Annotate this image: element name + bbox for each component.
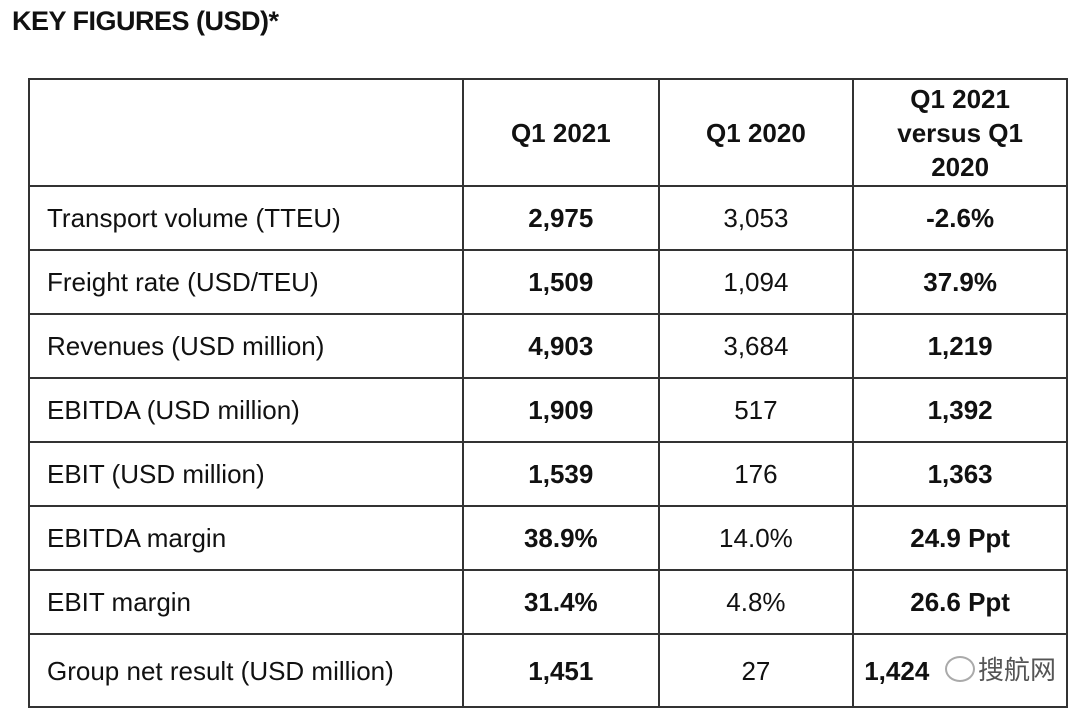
column-header: Q1 2021	[462, 78, 660, 187]
cell-value: 4.8%	[657, 569, 855, 635]
cell-value: 26.6 Ppt	[852, 569, 1068, 635]
cell-value: 517	[657, 377, 855, 443]
cell-value: 3,053	[657, 185, 855, 251]
row-label: EBITDA margin	[27, 505, 465, 571]
cell-value: 31.4%	[462, 569, 660, 635]
row-label: EBIT margin	[27, 569, 465, 635]
wechat-icon	[945, 655, 975, 682]
cell-value: 14.0%	[657, 505, 855, 571]
key-figures-table: Q1 2021 Q1 2020 Q1 2021 versus Q1 2020 Tra…	[27, 78, 1068, 708]
row-label: Freight rate (USD/TEU)	[27, 249, 465, 315]
table-row: Group net result (USD million) 1,451 27 1,4…	[27, 633, 1068, 708]
cell-value: 176	[657, 441, 855, 507]
row-label: Transport volume (TTEU)	[27, 185, 465, 251]
watermark-text: 搜航网	[978, 655, 1057, 685]
cell-value: 1,909	[462, 377, 660, 443]
header-row: Q1 2021 Q1 2020 Q1 2021 versus Q1 2020	[27, 78, 1068, 187]
table-row: Revenues (USD million) 4,903 3,684 1,219	[27, 313, 1068, 379]
cell-value: 24.9 Ppt	[852, 505, 1068, 571]
table-row: EBIT margin 31.4% 4.8% 26.6 Ppt	[27, 569, 1068, 635]
cell-value: 2,975	[462, 185, 660, 251]
watermark: 搜航网	[945, 650, 1056, 687]
cell-value: 37.9%	[852, 249, 1068, 315]
cell-value: 4,903	[462, 313, 660, 379]
row-label: Revenues (USD million)	[27, 313, 465, 379]
cell-value: 1,509	[462, 249, 660, 315]
table-row: EBITDA (USD million) 1,909 517 1,392	[27, 377, 1068, 443]
cell-value: 1,424	[852, 633, 1068, 708]
row-label: EBITDA (USD million)	[27, 377, 465, 443]
cell-value: 27	[657, 633, 855, 708]
cell-value: 1,451	[462, 633, 660, 708]
cell-value: -2.6%	[852, 185, 1068, 251]
cell-value: 38.9%	[462, 505, 660, 571]
table-row: EBIT (USD million) 1,539 176 1,363	[27, 441, 1068, 507]
column-header: Q1 2021 versus Q1 2020	[852, 78, 1068, 187]
cell-value: 1,363	[852, 441, 1068, 507]
row-label: EBIT (USD million)	[27, 441, 465, 507]
cell-value: 1,392	[852, 377, 1068, 443]
table-row: Freight rate (USD/TEU) 1,509 1,094 37.9%	[27, 249, 1068, 315]
column-header: Q1 2020	[657, 78, 855, 187]
cell-value: 1,539	[462, 441, 660, 507]
table-row: Transport volume (TTEU) 2,975 3,053 -2.6%	[27, 185, 1068, 251]
page-title: KEY FIGURES (USD)*	[12, 6, 279, 36]
table-row: EBITDA margin 38.9% 14.0% 24.9 Ppt	[27, 505, 1068, 571]
row-label: Group net result (USD million)	[27, 633, 465, 708]
cell-value: 3,684	[657, 313, 855, 379]
cell-value: 1,094	[657, 249, 855, 315]
cell-value: 1,219	[852, 313, 1068, 379]
column-header	[27, 78, 465, 187]
